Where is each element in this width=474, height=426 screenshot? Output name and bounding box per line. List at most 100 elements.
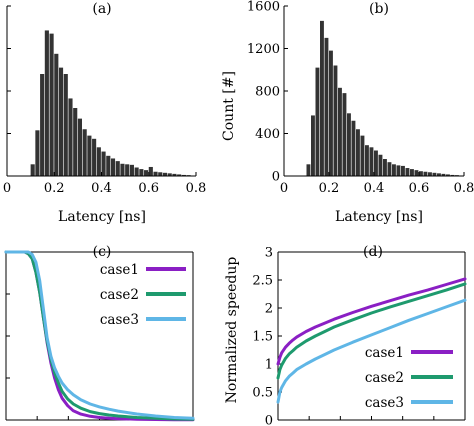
histogram-bar [77, 118, 82, 176]
histogram-bar [101, 151, 106, 176]
histogram-bar [181, 174, 186, 176]
x-tick-label: 0 [280, 181, 288, 196]
panel-b-x-axis-label: Latency [ns] [335, 209, 423, 225]
x-tick-label: 0.4 [91, 181, 112, 196]
y-tick-label: 2 [265, 302, 273, 317]
histogram-bar [129, 164, 134, 176]
panel-c-legend: case1 case2 case3 [100, 262, 186, 328]
panel-b-histogram: (b) 0 0.2 0.4 0.6 0.8 0 400 800 1200 1600 Latency… [221, 0, 474, 225]
panel-a-axes: 0 0.2 0.4 0.6 0.8 [3, 5, 207, 196]
legend-label-case1: case1 [365, 345, 404, 361]
x-tick-label: 0.6 [409, 181, 430, 196]
histogram-bar [306, 164, 311, 176]
panel-d-lines [276, 277, 467, 404]
histogram-bar [414, 170, 419, 176]
histogram-bar [432, 172, 437, 176]
y-tick-label: 0.5 [252, 386, 273, 401]
histogram-bar [68, 98, 73, 176]
histogram-bar [378, 154, 383, 176]
histogram-bar [329, 50, 333, 176]
histogram-bar [87, 135, 92, 176]
histogram-bar [351, 120, 356, 176]
x-tick-label: 0.8 [186, 181, 207, 196]
y-tick-label: 1200 [247, 42, 280, 57]
histogram-bar [30, 164, 35, 176]
y-tick-label: 1 [265, 358, 273, 373]
histogram-bar [63, 74, 68, 176]
y-tick-label: 800 [255, 85, 280, 100]
panel-b-y-axis-label: Count [#] [221, 71, 237, 141]
x-tick-label: 0.4 [364, 181, 385, 196]
histogram-bar [410, 169, 414, 176]
series-line-case3 [276, 298, 467, 404]
y-tick-label: 1.5 [252, 330, 273, 345]
histogram-bar [172, 173, 177, 176]
y-tick-label: 0 [265, 414, 273, 426]
histogram-bar [106, 155, 111, 176]
histogram-bar [387, 162, 392, 176]
histogram-bar [177, 174, 182, 176]
histogram-bar [134, 167, 139, 176]
histogram-bar [347, 113, 351, 176]
legend-label-case2: case2 [365, 370, 404, 386]
histogram-bar [311, 115, 315, 176]
histogram-bar [315, 67, 320, 176]
histogram-bar [405, 168, 410, 176]
histogram-bar [115, 161, 120, 176]
y-tick-label: 400 [255, 127, 280, 142]
panel-d-y-axis-label: Normalized speedup [224, 257, 240, 404]
histogram-bar [320, 20, 324, 176]
histogram-bar [58, 67, 64, 176]
x-tick-label: 0.8 [454, 181, 474, 196]
y-tick-label: 0 [272, 170, 280, 185]
panel-b-title: (b) [369, 1, 389, 17]
histogram-bar [369, 147, 374, 176]
histogram-bar [44, 30, 49, 176]
legend-label-case1: case1 [100, 262, 139, 278]
histogram-bar [49, 33, 54, 176]
histogram-bar [120, 163, 125, 176]
panel-d-axes: 0 0.5 1 1.5 2 2.5 3 [252, 246, 466, 426]
histogram-bar [441, 173, 446, 176]
histogram-bar [419, 171, 423, 176]
x-tick-label: 0.2 [44, 181, 65, 196]
histogram-bar [92, 138, 97, 176]
histogram-bar [338, 87, 342, 176]
histogram-bar [360, 135, 365, 176]
histogram-bar [423, 171, 428, 176]
histogram-bar [383, 159, 387, 176]
histogram-bar [333, 65, 338, 176]
histogram-bar [148, 166, 153, 176]
panel-a-title: (a) [92, 1, 111, 17]
histogram-bar [158, 172, 163, 176]
x-tick-label: 0.2 [319, 181, 340, 196]
x-tick-label: 0.6 [138, 181, 159, 196]
panel-d-legend: case1 case2 case3 [365, 345, 453, 411]
histogram-bar [167, 173, 172, 176]
series-line-case1 [276, 277, 467, 366]
histogram-bar [54, 53, 59, 176]
panel-a-x-axis-label: Latency [ns] [58, 209, 146, 225]
panel-a-bars [30, 30, 191, 176]
panel-c-lines [4, 250, 195, 422]
histogram-bar [446, 174, 450, 176]
histogram-bar [144, 170, 149, 176]
histogram-bar [110, 158, 116, 176]
histogram-bar [437, 173, 441, 176]
x-tick-label: 0 [3, 181, 11, 196]
histogram-bar [342, 93, 347, 176]
histogram-bar [401, 165, 405, 176]
y-tick-label: 3 [265, 246, 273, 261]
histogram-bar [356, 129, 360, 176]
series-line-case2 [276, 282, 467, 380]
y-tick-label: 2.5 [252, 274, 273, 289]
series-line-case3 [4, 250, 195, 420]
histogram-bar [392, 164, 396, 176]
histogram-bar [35, 130, 40, 176]
histogram-bar [162, 172, 168, 176]
legend-label-case3: case3 [365, 395, 404, 411]
panel-c-axes [5, 251, 194, 421]
